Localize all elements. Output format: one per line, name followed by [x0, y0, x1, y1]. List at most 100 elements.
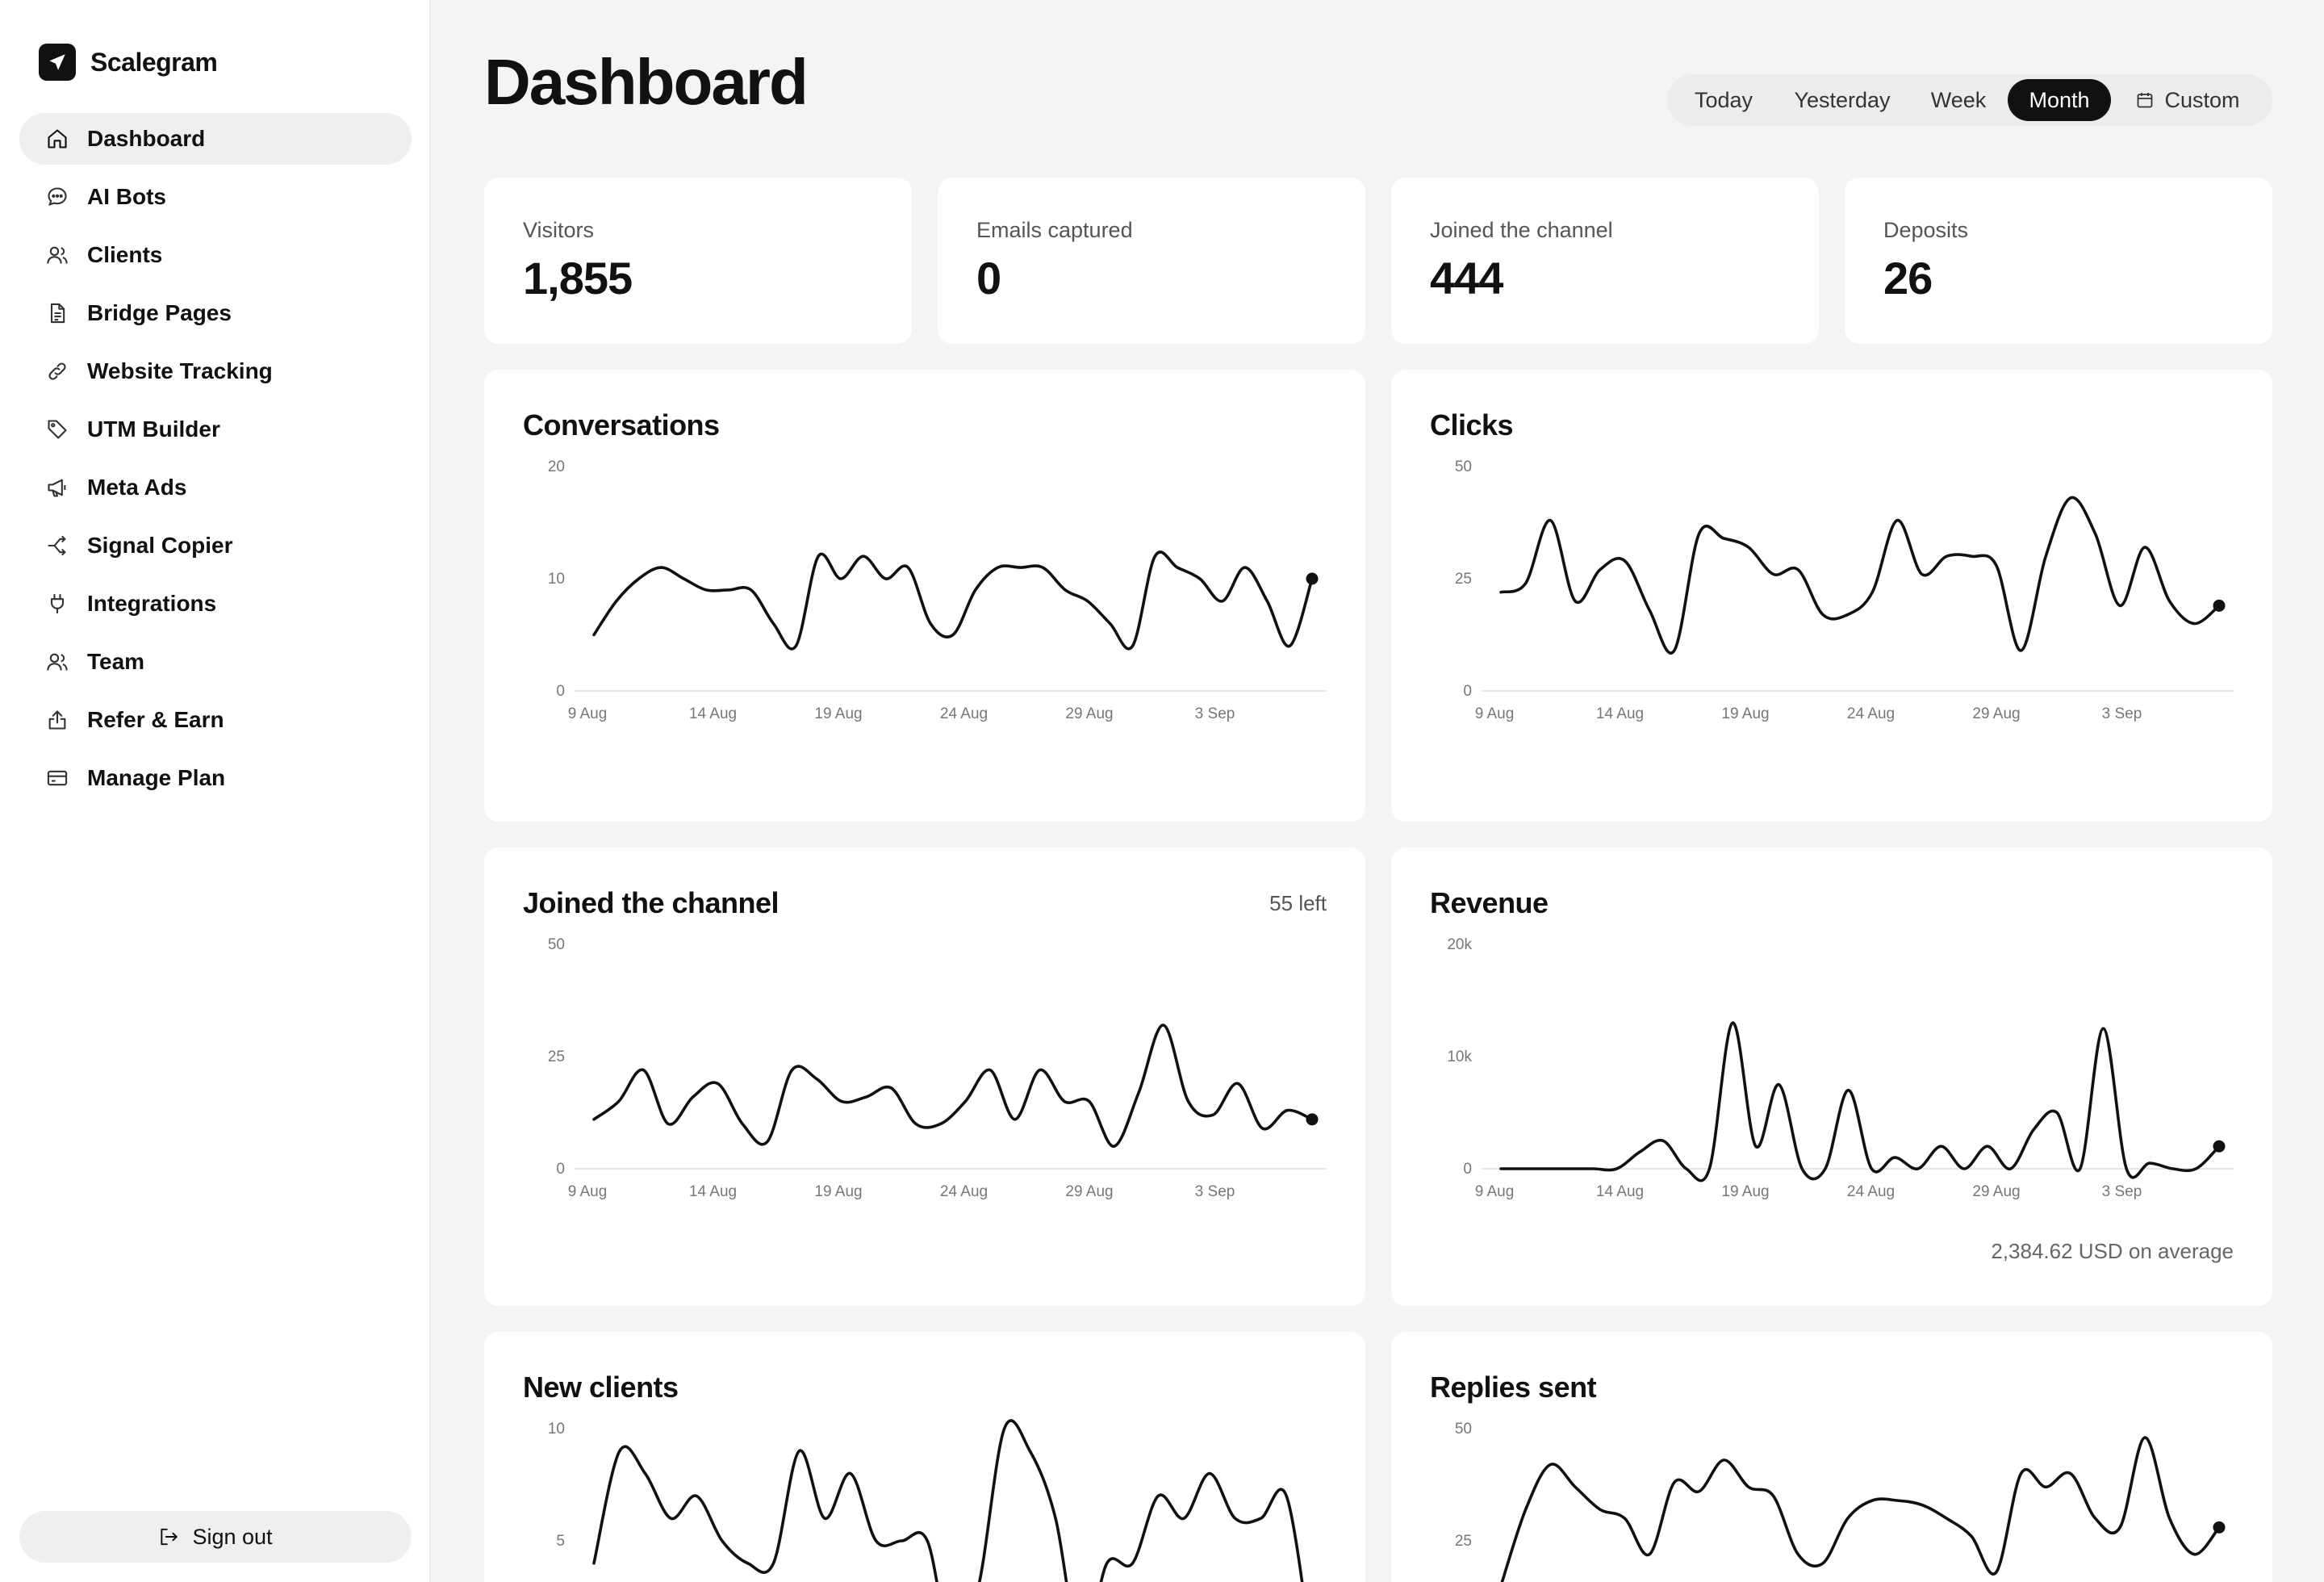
date-range-selector: Today Yesterday Week Month Custom: [1667, 74, 2272, 126]
sidebar-item-team[interactable]: Team: [19, 636, 412, 688]
stat-value: 1,855: [523, 253, 633, 303]
revenue-average: 2,384.62 USD on average: [1991, 1239, 2234, 1263]
x-tick-label: 24 Aug: [940, 1183, 988, 1200]
x-tick-label: 29 Aug: [1065, 705, 1113, 722]
last-point-marker[interactable]: [2213, 599, 2226, 612]
sidebar-item-manage-plan[interactable]: Manage Plan: [19, 752, 412, 804]
megaphone-icon: [45, 475, 69, 500]
y-tick-label: 0: [556, 1161, 565, 1178]
sidebar-item-website-tracking[interactable]: Website Tracking: [19, 345, 412, 397]
y-tick-label: 0: [1463, 1161, 1472, 1178]
chart-title: Clicks: [1430, 408, 1514, 442]
chart-title: Replies sent: [1430, 1371, 1597, 1404]
stat-label: Emails captured: [976, 218, 1133, 242]
chart-card-new-clients: New clients 5 10: [484, 1332, 1365, 1582]
joined-channel-chart: 0 25 50 9 Aug 14 Aug 19 Aug 24 Aug 29 Aug 3 Sep: [548, 936, 1327, 1200]
range-today-button[interactable]: Today: [1694, 87, 1753, 112]
y-tick-label: 10: [548, 1421, 565, 1438]
sidebar-item-label: Team: [87, 649, 145, 674]
stat-card-joined-channel: Joined the channel 444: [1391, 178, 1819, 344]
sidebar-item-label: Meta Ads: [87, 475, 187, 500]
app-name: Scalegram: [90, 47, 218, 77]
sign-out-icon: [158, 1526, 179, 1547]
sidebar-item-signal-copier[interactable]: Signal Copier: [19, 520, 412, 571]
last-point-marker[interactable]: [1306, 572, 1319, 585]
y-tick-label: 20: [548, 458, 565, 475]
x-tick-label: 3 Sep: [2102, 705, 2142, 722]
chart-title: Joined the channel: [523, 886, 780, 919]
x-tick-label: 9 Aug: [1475, 705, 1515, 722]
sidebar-item-clients[interactable]: Clients: [19, 229, 412, 281]
last-point-marker[interactable]: [1306, 1113, 1319, 1126]
credit-card-icon: [45, 766, 69, 790]
sidebar-item-label: AI Bots: [87, 184, 166, 209]
range-month-button[interactable]: Month: [2008, 79, 2111, 121]
y-tick-label: 10k: [1447, 1048, 1472, 1065]
chart-title: New clients: [523, 1371, 679, 1404]
series-line: [592, 1419, 1304, 1582]
y-tick-label: 25: [548, 1048, 565, 1065]
sidebar-item-label: Integrations: [87, 591, 217, 616]
y-tick-label: 20k: [1447, 936, 1472, 953]
x-tick-label: 14 Aug: [689, 705, 737, 722]
conversations-chart: 0 10 20 9 Aug 14 Aug 19 Aug 24 Aug 29 Aug 3 Sep: [548, 458, 1327, 722]
sidebar-item-bridge-pages[interactable]: Bridge Pages: [19, 287, 412, 339]
paper-plane-icon: [39, 44, 76, 81]
series-line: [1500, 1436, 2221, 1582]
stat-value: 444: [1430, 253, 1503, 303]
range-custom-button[interactable]: Custom: [2111, 79, 2264, 121]
x-tick-label: 19 Aug: [1721, 705, 1769, 722]
page-title: Dashboard: [484, 46, 809, 118]
plug-icon: [45, 592, 69, 616]
sidebar-item-meta-ads[interactable]: Meta Ads: [19, 462, 412, 513]
chart-title: Conversations: [523, 408, 720, 442]
x-tick-label: 19 Aug: [1721, 1183, 1769, 1200]
document-icon: [45, 301, 69, 325]
calendar-icon: [2135, 90, 2155, 110]
last-point-marker[interactable]: [2213, 1140, 2226, 1153]
last-point-marker[interactable]: [2213, 1521, 2226, 1534]
team-icon: [45, 650, 69, 674]
sign-out-button[interactable]: Sign out: [19, 1511, 412, 1563]
range-week-button[interactable]: Week: [1930, 87, 1987, 112]
y-tick-label: 10: [548, 571, 565, 588]
chart-remaining-count: 55 left: [1269, 891, 1327, 915]
x-tick-label: 3 Sep: [1195, 705, 1235, 722]
sidebar-item-label: Refer & Earn: [87, 707, 224, 732]
x-tick-label: 14 Aug: [1596, 1183, 1644, 1200]
range-yesterday-button[interactable]: Yesterday: [1794, 87, 1891, 112]
sidebar-item-label: Dashboard: [87, 126, 206, 151]
x-tick-label: 24 Aug: [1847, 1183, 1895, 1200]
stat-label: Visitors: [523, 218, 595, 242]
chart-card-revenue: Revenue 2,384.62 USD on average 0 10k 20k 9…: [1391, 848, 2272, 1306]
x-tick-label: 9 Aug: [568, 705, 608, 722]
y-tick-label: 50: [1455, 458, 1472, 475]
stat-value: 26: [1883, 253, 1933, 303]
upload-icon: [45, 708, 69, 732]
chart-card-clicks: Clicks 0 25 50 9 Aug 14 Aug 19 Aug 24 Aug 29 Au…: [1391, 370, 2272, 822]
y-tick-label: 25: [1455, 571, 1472, 588]
sidebar-item-dashboard[interactable]: Dashboard: [19, 113, 412, 165]
brand[interactable]: Scalegram: [39, 44, 218, 81]
sign-out-label: Sign out: [192, 1524, 273, 1549]
clicks-chart: 0 25 50 9 Aug 14 Aug 19 Aug 24 Aug 29 Aug 3 Sep: [1455, 458, 2234, 722]
series-line: [1499, 1021, 2221, 1182]
sidebar-item-label: Manage Plan: [87, 765, 226, 790]
sidebar-item-label: UTM Builder: [87, 416, 220, 442]
sidebar-item-label: Website Tracking: [87, 358, 273, 383]
tag-icon: [45, 417, 69, 442]
sidebar-item-utm-builder[interactable]: UTM Builder: [19, 404, 412, 455]
x-tick-label: 9 Aug: [568, 1183, 608, 1200]
y-tick-label: 25: [1455, 1533, 1472, 1550]
sidebar-item-ai-bots[interactable]: AI Bots: [19, 171, 412, 223]
x-tick-label: 29 Aug: [1972, 705, 2020, 722]
sidebar-item-refer-earn[interactable]: Refer & Earn: [19, 694, 412, 746]
x-tick-label: 29 Aug: [1065, 1183, 1113, 1200]
sidebar-item-integrations[interactable]: Integrations: [19, 578, 412, 630]
stat-card-emails-captured: Emails captured 0: [938, 178, 1365, 344]
share-icon: [45, 534, 69, 558]
y-tick-label: 50: [1455, 1421, 1472, 1438]
x-tick-label: 9 Aug: [1475, 1183, 1515, 1200]
link-icon: [45, 359, 69, 383]
x-tick-label: 19 Aug: [814, 1183, 862, 1200]
